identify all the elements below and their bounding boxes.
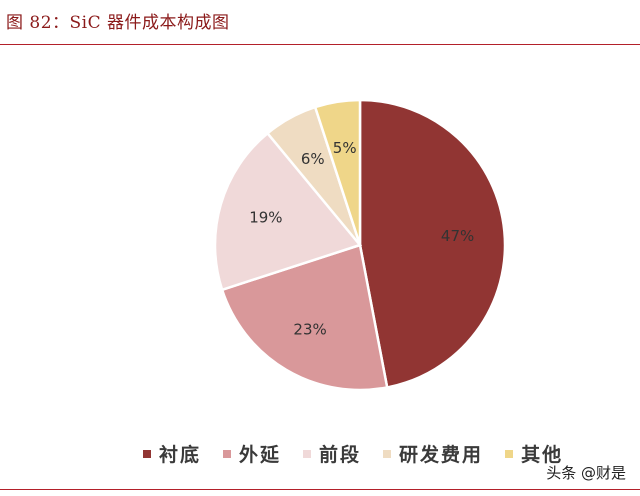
legend-swatch [505,449,514,458]
slice-data-label-1: 23% [293,320,326,338]
slice-data-label-3: 6% [301,150,325,168]
chart-legend: 衬底 外延 前段 研发费用 其他 [143,440,585,467]
legend-item-0: 衬底 [143,440,201,467]
legend-item-1: 外延 [223,440,281,467]
legend-swatch [383,449,392,458]
pie-slice-2 [213,131,363,292]
legend-label: 研发费用 [399,444,484,466]
legend-item-2: 前段 [303,440,361,467]
legend-label: 前段 [319,444,362,466]
legend-label: 衬底 [159,444,202,466]
slice-data-label-4: 5% [333,139,357,157]
slice-data-label-0: 47% [441,227,474,245]
legend-label: 外延 [239,444,282,466]
pie-slice-1 [220,243,389,392]
title-rule [0,44,640,45]
watermark-text: 头条 @财是 [546,464,626,482]
pie-slice-4 [313,98,362,246]
legend-swatch [143,449,151,458]
legend-item-4: 其他 [505,440,563,467]
bottom-rule [0,489,640,490]
pie-slice-0 [358,98,507,389]
legend-label: 其他 [521,444,564,466]
slice-data-label-2: 19% [249,209,282,227]
legend-item-3: 研发费用 [383,440,483,467]
legend-swatch [223,449,232,458]
legend-swatch [303,449,312,458]
figure-title: 图 82：SiC 器件成本构成图 [6,13,230,33]
